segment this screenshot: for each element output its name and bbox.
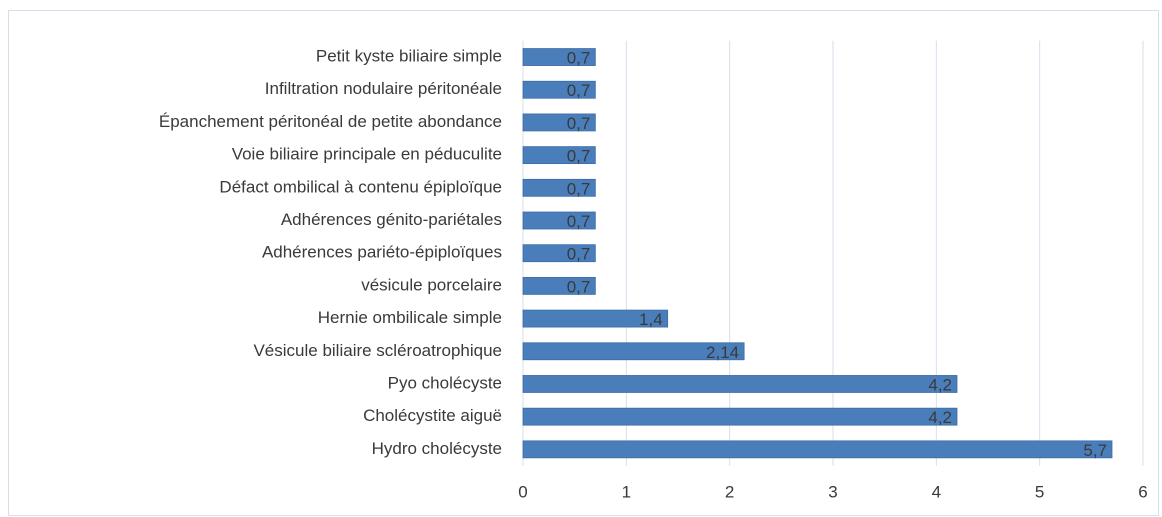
bar [522, 375, 958, 393]
bar [522, 80, 596, 99]
x-tick-label: 2 [725, 482, 734, 501]
y-tick-label: Adhérences pariéto-épiploïques [262, 243, 502, 262]
data-label: 2,14 [706, 343, 739, 362]
data-label: 1,4 [639, 310, 663, 329]
data-label: 0,7 [567, 212, 591, 231]
data-label: 0,7 [567, 49, 591, 68]
bar [522, 440, 1113, 459]
y-tick-label: Voie biliaire principale en péduculite [232, 145, 502, 164]
y-tick-label: Vésicule biliaire scléroatrophique [253, 341, 502, 360]
data-label: 0,7 [567, 277, 591, 296]
y-tick-label: Épanchement péritonéal de petite abondan… [159, 112, 502, 131]
y-tick-label: vésicule porcelaire [361, 275, 502, 294]
y-tick-label: Défact ombilical à contenu épiploïque [219, 177, 502, 196]
x-tick-label: 4 [932, 482, 941, 501]
bar [522, 113, 596, 132]
data-label: 4,2 [928, 408, 952, 427]
x-tick-label: 5 [1035, 482, 1044, 501]
bar [522, 211, 596, 230]
y-tick-label: Hernie ombilicale simple [318, 308, 502, 327]
bar [522, 178, 596, 197]
y-tick-label: Cholécystite aiguë [363, 406, 502, 425]
x-tick-label: 1 [622, 482, 631, 501]
x-tick-label: 3 [828, 482, 837, 501]
data-label: 5,7 [1083, 441, 1107, 460]
y-tick-label: Petit kyste biliaire simple [316, 47, 502, 66]
data-label: 0,7 [567, 147, 591, 166]
bar [522, 309, 669, 328]
data-label: 4,2 [928, 375, 952, 394]
bar [522, 276, 596, 295]
y-tick-label: Pyo cholécyste [388, 373, 502, 392]
bar [522, 244, 596, 263]
data-label: 0,7 [567, 114, 591, 133]
bar [522, 407, 958, 426]
x-tick-label: 6 [1138, 482, 1147, 501]
data-label: 0,7 [567, 245, 591, 264]
y-tick-label: Adhérences génito-pariétales [281, 210, 502, 229]
data-label: 0,7 [567, 81, 591, 100]
bar [522, 48, 596, 66]
data-label: 0,7 [567, 179, 591, 198]
x-tick-label: 0 [518, 482, 527, 501]
y-tick-label: Infiltration nodulaire péritonéale [265, 79, 502, 98]
bar [522, 342, 745, 361]
bar [522, 146, 596, 165]
y-tick-label: Hydro cholécyste [372, 439, 502, 458]
